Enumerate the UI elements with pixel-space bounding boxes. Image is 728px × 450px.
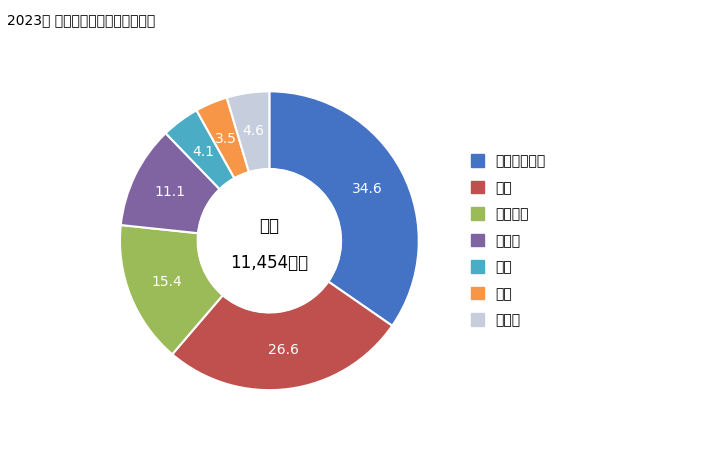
Text: 総額: 総額 [259,217,280,235]
Wedge shape [197,98,249,178]
Text: 15.4: 15.4 [151,274,182,288]
Wedge shape [269,91,419,326]
Wedge shape [173,282,392,390]
Text: 2023年 輸入相手国のシェア（％）: 2023年 輸入相手国のシェア（％） [7,14,156,27]
Wedge shape [121,133,220,233]
Text: 11.1: 11.1 [154,185,186,199]
Text: 11,454万円: 11,454万円 [230,254,309,272]
Wedge shape [166,110,234,189]
Text: 3.5: 3.5 [215,132,237,146]
Circle shape [197,169,341,312]
Legend: インドネシア, 韓国, イタリア, トルコ, タイ, 中国, その他: インドネシア, 韓国, イタリア, トルコ, タイ, 中国, その他 [470,154,546,327]
Wedge shape [226,91,269,172]
Text: 34.6: 34.6 [352,182,383,197]
Text: 26.6: 26.6 [268,343,299,357]
Text: 4.1: 4.1 [192,145,215,159]
Wedge shape [120,225,223,354]
Text: 4.6: 4.6 [242,124,264,138]
